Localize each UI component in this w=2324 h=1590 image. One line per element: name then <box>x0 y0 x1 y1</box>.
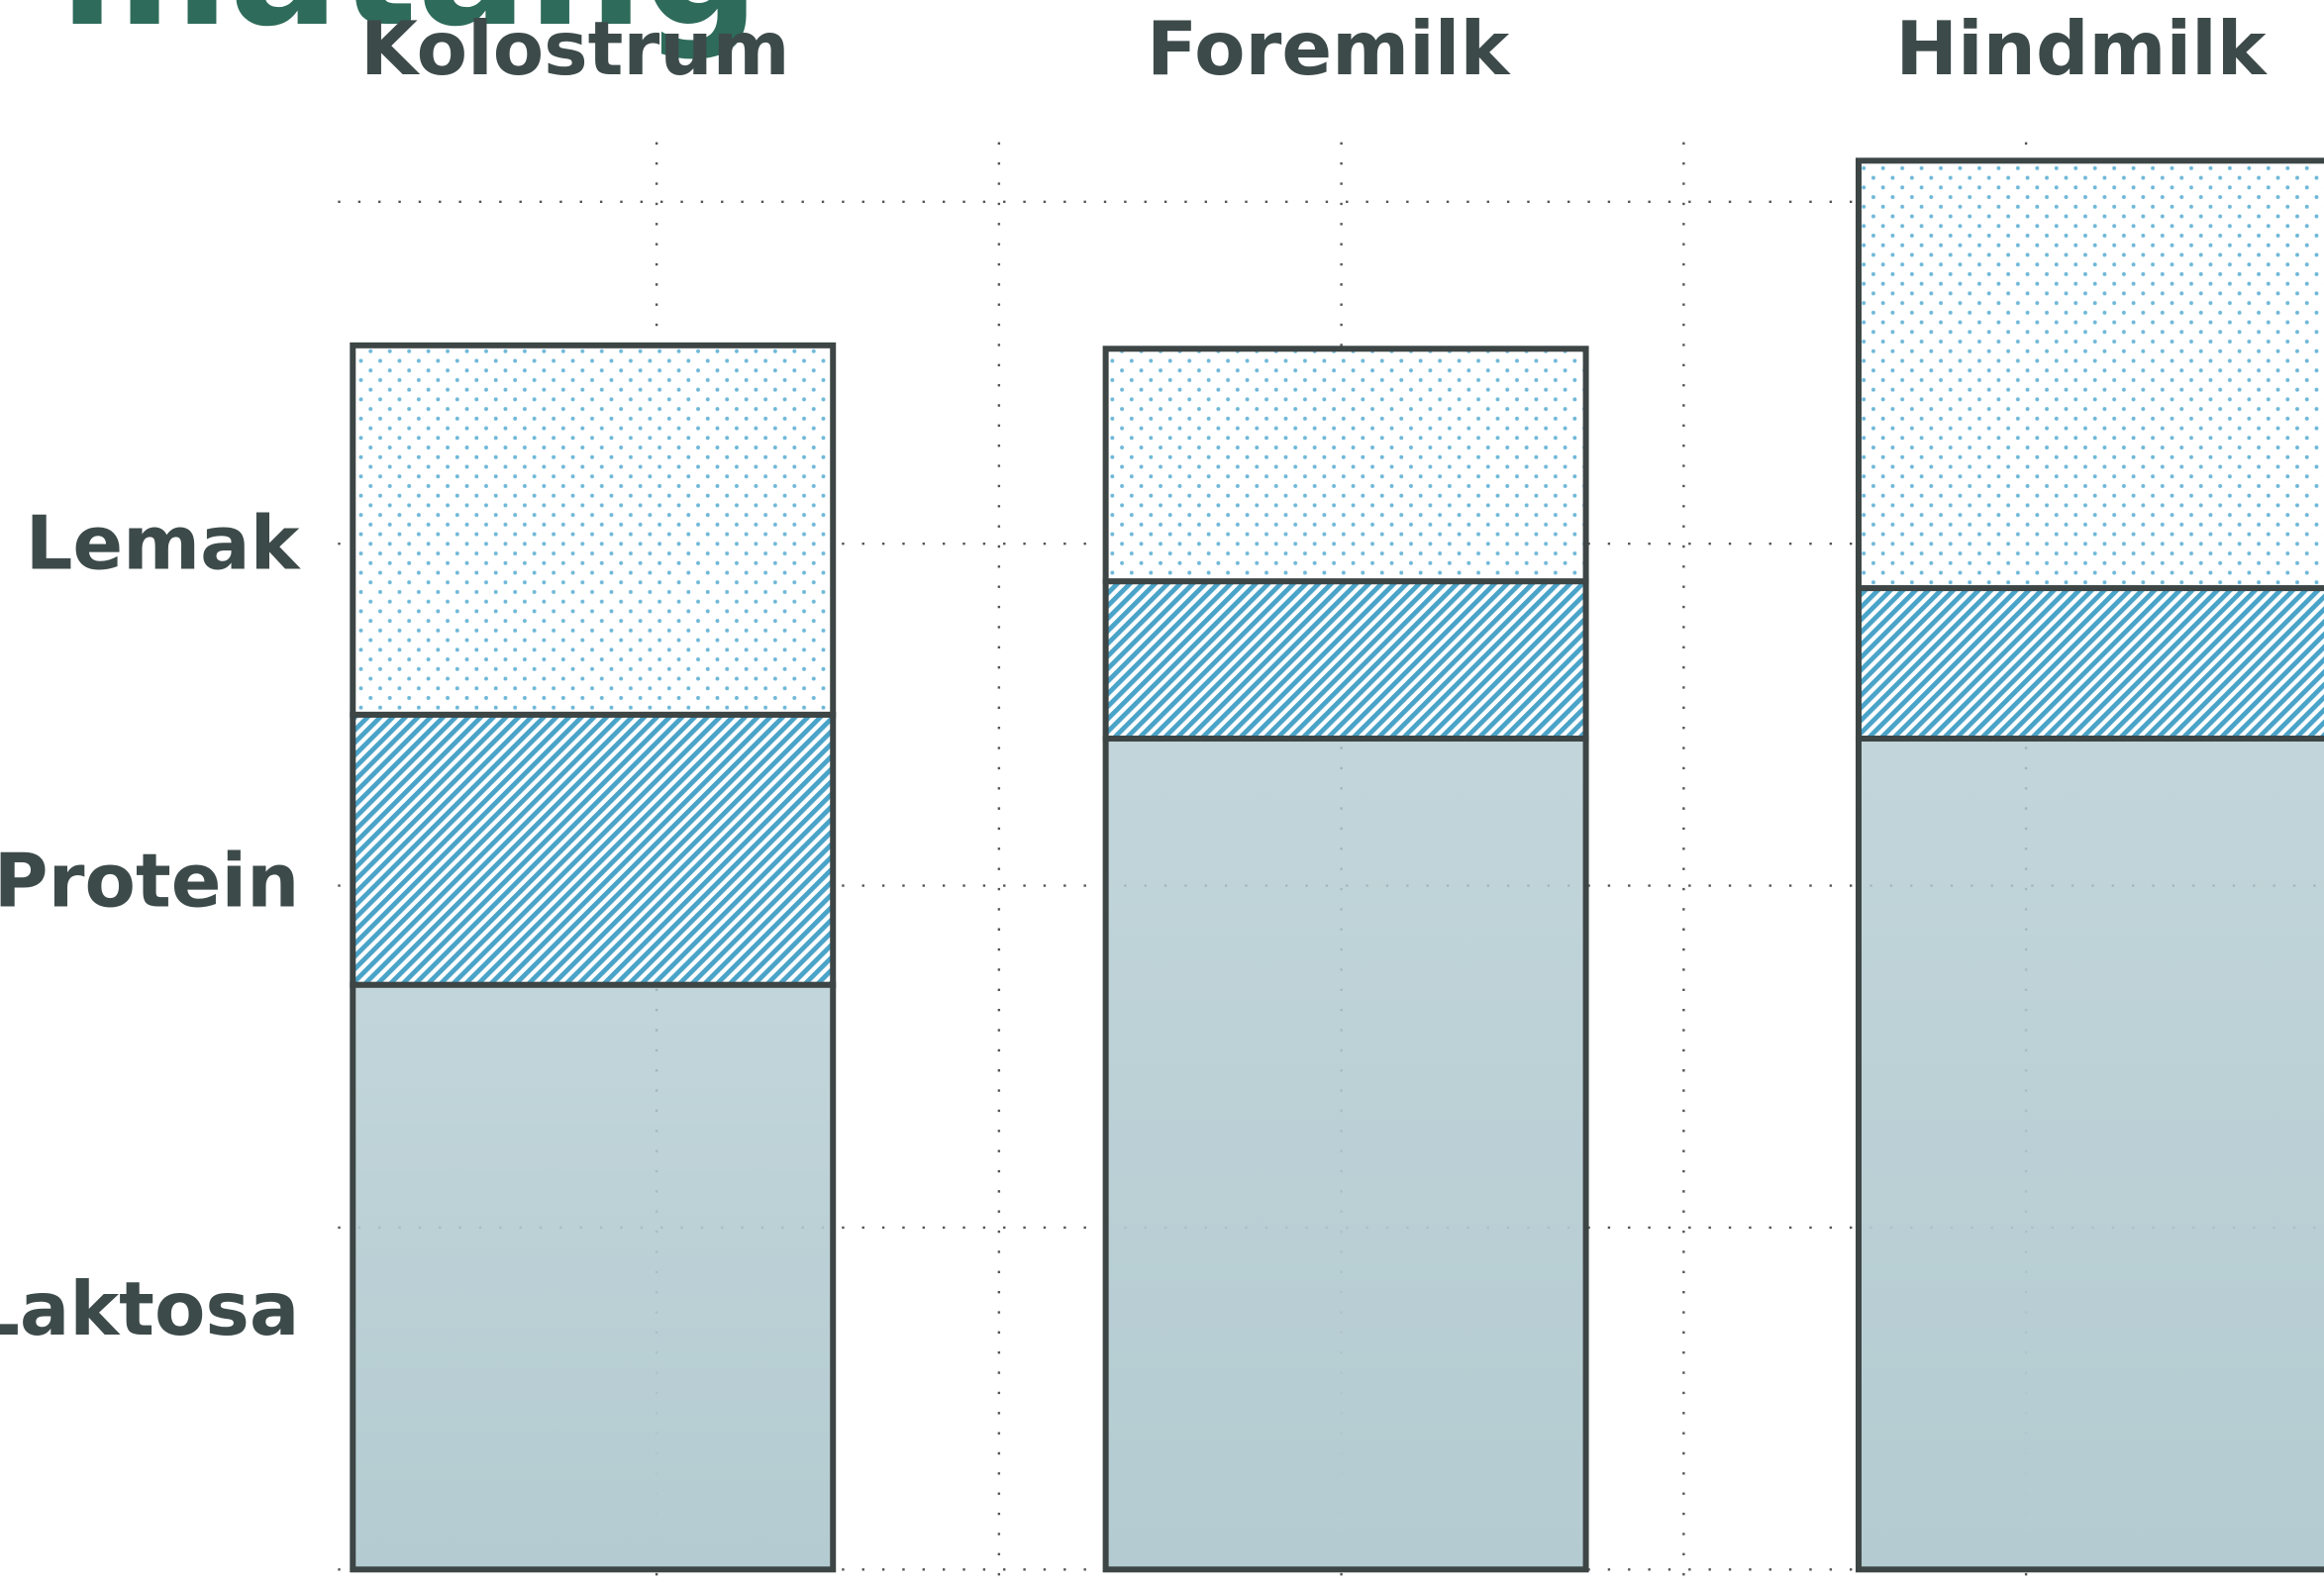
legend-label: Laktosa <box>0 1266 299 1352</box>
bar-segment <box>1102 736 1589 1573</box>
bar-segment <box>1855 157 2324 592</box>
bar-segment <box>350 342 837 718</box>
x-tick-label: Kolostrum <box>360 6 790 92</box>
bar-segment <box>1855 585 2324 743</box>
bar-segment <box>1102 346 1589 585</box>
chart-title: matang <box>59 0 759 62</box>
legend-label: Protein <box>0 839 299 925</box>
x-tick-label: Foremilk <box>1147 6 1511 92</box>
bar-segment <box>1102 578 1589 743</box>
bar-segment <box>350 711 837 988</box>
bar-segment <box>350 981 837 1573</box>
bar-segment <box>1855 736 2324 1573</box>
x-tick-label: Hindmilk <box>1895 6 2268 92</box>
legend-label: Lemak <box>26 500 302 586</box>
